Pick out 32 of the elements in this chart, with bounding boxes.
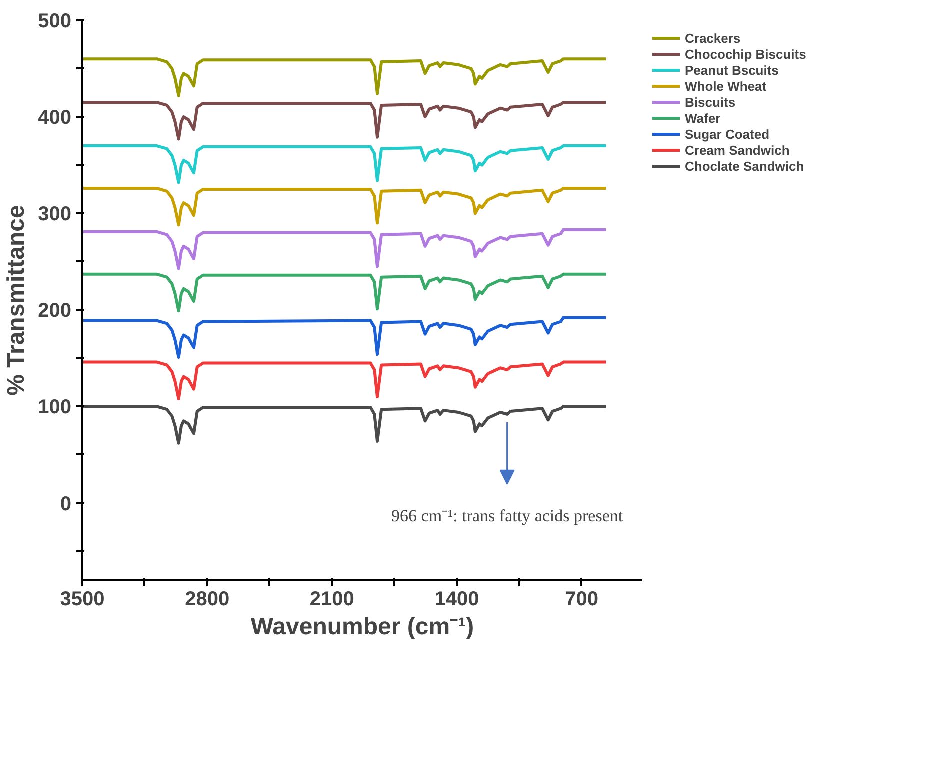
y-tick-label: 100 bbox=[38, 396, 72, 419]
x-tick-label: 2800 bbox=[185, 588, 230, 610]
y-tick-label: 400 bbox=[38, 107, 72, 130]
x-tick-label: 2100 bbox=[310, 588, 354, 610]
line-series bbox=[82, 228, 608, 270]
legend-label: Biscuits bbox=[685, 94, 736, 110]
line-series bbox=[82, 405, 608, 445]
legend-label: Sugar Coated bbox=[685, 126, 770, 142]
x-tick-label: 3500 bbox=[60, 588, 105, 610]
line-series bbox=[82, 360, 608, 400]
annotation: 966 cm⁻¹: trans fatty acids present bbox=[392, 506, 624, 526]
legend-label: Choclate Sandwich bbox=[685, 158, 804, 174]
legend-label: Peanut Bscuits bbox=[685, 62, 779, 78]
line-series bbox=[82, 272, 608, 313]
line-series bbox=[82, 58, 608, 98]
legend-label: Cream Sandwich bbox=[685, 142, 790, 158]
line-series bbox=[82, 187, 608, 227]
y-tick-label: 200 bbox=[38, 300, 72, 322]
line-series bbox=[82, 316, 608, 359]
line-series bbox=[82, 144, 608, 184]
line-series bbox=[82, 101, 608, 141]
y-tick-label: 300 bbox=[38, 204, 72, 226]
x-tick-label: 700 bbox=[565, 588, 599, 610]
y-tick-label: 0 bbox=[60, 493, 72, 516]
y-tick-label: 500 bbox=[38, 10, 72, 32]
legend-label: Wafer bbox=[685, 110, 721, 126]
x-axis-title: Wavenumber (cm⁻¹) bbox=[250, 614, 474, 640]
legend-label: Crackers bbox=[685, 30, 741, 46]
y-axis-title: % Transmittance bbox=[3, 205, 30, 396]
legend-label: Whole Wheat bbox=[685, 78, 767, 94]
legend-label: Chocochip Biscuits bbox=[685, 46, 806, 62]
x-tick-label: 1400 bbox=[434, 588, 480, 610]
